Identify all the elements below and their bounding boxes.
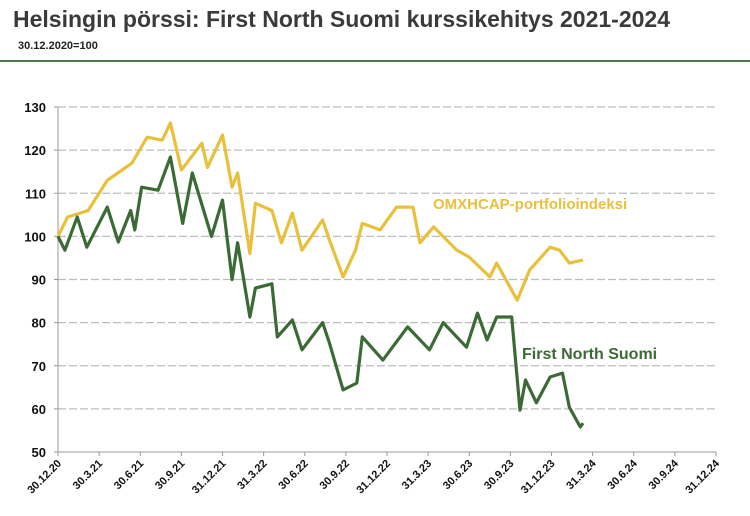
x-tick-label: 31.12.21 bbox=[190, 458, 229, 497]
series-label-omxhcap: OMXHCAP-portfolioindeksi bbox=[433, 196, 627, 213]
y-tick-label: 70 bbox=[32, 359, 46, 374]
series-line-first-north bbox=[56, 155, 585, 429]
y-tick-label: 80 bbox=[32, 316, 46, 331]
x-tick-label: 31.3.22 bbox=[235, 458, 269, 492]
title-divider bbox=[0, 60, 750, 62]
y-tick-label: 60 bbox=[32, 402, 46, 417]
x-tick-label: 30.6.22 bbox=[276, 458, 310, 492]
chart-title: Helsingin pörssi: First North Suomi kurs… bbox=[13, 6, 670, 32]
x-tick-label: 31.12.24 bbox=[683, 457, 722, 496]
y-tick-label: 50 bbox=[32, 445, 46, 460]
series-line-omxhcap bbox=[56, 121, 584, 302]
x-tick-label: 31.3.24 bbox=[564, 457, 599, 492]
x-tick-label: 30.9.22 bbox=[318, 458, 352, 492]
y-tick-label: 120 bbox=[24, 143, 46, 158]
x-tick-label: 30.9.21 bbox=[153, 458, 187, 492]
x-tick-label: 31.12.23 bbox=[519, 458, 558, 497]
x-tick-label: 31.12.22 bbox=[354, 458, 393, 497]
x-tick-label: 30.12.20 bbox=[25, 458, 64, 497]
y-tick-label: 130 bbox=[24, 100, 46, 115]
x-tick-label: 30.9.23 bbox=[482, 458, 516, 492]
x-tick-label: 30.6.23 bbox=[441, 458, 475, 492]
x-tick-label: 31.3.23 bbox=[400, 458, 434, 492]
chart-subtitle: 30.12.2020=100 bbox=[18, 40, 98, 52]
x-tick-label: 30.3.21 bbox=[71, 458, 105, 492]
series-label-first-north: First North Suomi bbox=[522, 346, 657, 363]
y-tick-label: 100 bbox=[24, 229, 46, 244]
y-tick-label: 110 bbox=[25, 186, 46, 201]
x-tick-label: 30.6.21 bbox=[112, 458, 146, 492]
x-tick-label: 30.6.24 bbox=[605, 457, 640, 492]
x-tick-label: 30.9.24 bbox=[647, 457, 682, 492]
y-tick-label: 90 bbox=[32, 273, 46, 288]
